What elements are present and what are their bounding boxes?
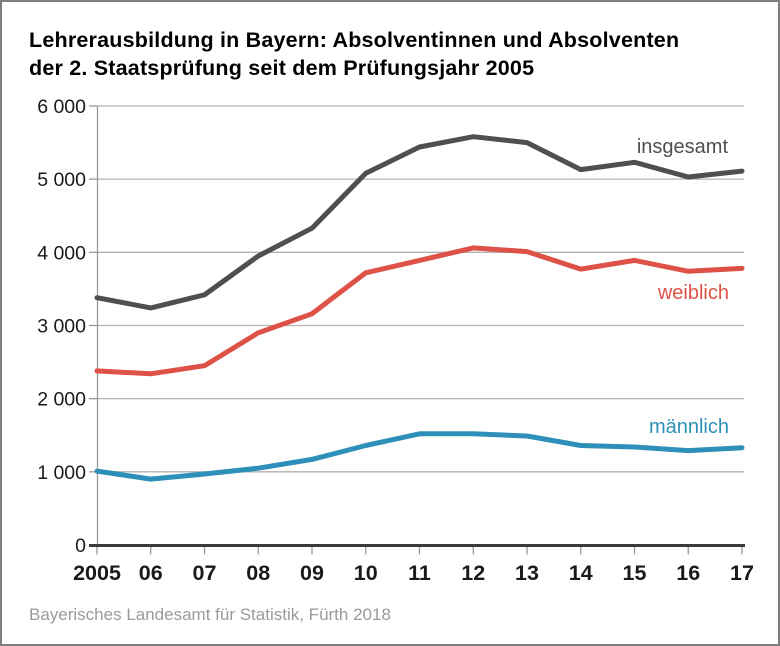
x-axis-label-16: 16 xyxy=(676,561,700,585)
x-axis-label-06: 06 xyxy=(139,561,163,585)
legend-label-maennlich: männlich xyxy=(649,416,729,438)
legend: insgesamt weiblich männlich xyxy=(637,136,729,438)
y-axis-label-5000: 5 000 xyxy=(37,169,86,191)
x-axis-label-10: 10 xyxy=(354,561,378,585)
source-attribution: Bayerisches Landesamt für Statistik, Für… xyxy=(29,605,391,624)
series-line-maennlich xyxy=(94,431,745,482)
x-axis-label-15: 15 xyxy=(623,561,647,585)
legend-label-weiblich: weiblich xyxy=(657,282,729,304)
chart-title-line2: der 2. Staatsprüfung seit dem Prüfungsja… xyxy=(29,56,535,80)
series-lines xyxy=(94,134,745,482)
x-axis-labels: 2005 06 07 08 09 10 11 12 13 14 15 16 17 xyxy=(73,561,754,585)
y-axis-label-6000: 6 000 xyxy=(37,96,86,118)
gridlines xyxy=(97,105,744,473)
y-axis-label-3000: 3 000 xyxy=(37,315,86,337)
y-axis-label-1000: 1 000 xyxy=(37,462,86,484)
y-axis-label-0: 0 xyxy=(75,535,86,557)
x-axis-label-12: 12 xyxy=(461,561,485,585)
series-line-insgesamt xyxy=(94,134,745,311)
x-axis-label-14: 14 xyxy=(569,561,593,585)
y-axis-labels: 0 1 000 2 000 3 000 4 000 5 000 6 000 xyxy=(37,96,86,557)
x-axis-label-09: 09 xyxy=(300,561,324,585)
chart-title: Lehrerausbildung in Bayern: Absolventinn… xyxy=(29,26,679,82)
legend-label-insgesamt: insgesamt xyxy=(637,136,729,158)
x-axis-label-08: 08 xyxy=(246,561,270,585)
x-axis-label-11: 11 xyxy=(408,561,431,585)
x-axis-label-13: 13 xyxy=(515,561,539,585)
chart-title-line1: Lehrerausbildung in Bayern: Absolventinn… xyxy=(29,28,680,52)
y-axis-label-2000: 2 000 xyxy=(37,389,86,411)
y-axis-label-4000: 4 000 xyxy=(37,242,86,264)
series-line-weiblich xyxy=(94,245,745,377)
x-axis-label-07: 07 xyxy=(193,561,217,585)
axes xyxy=(89,105,745,555)
x-axis-label-2005: 2005 xyxy=(73,561,121,585)
x-axis-label-17: 17 xyxy=(730,561,754,585)
